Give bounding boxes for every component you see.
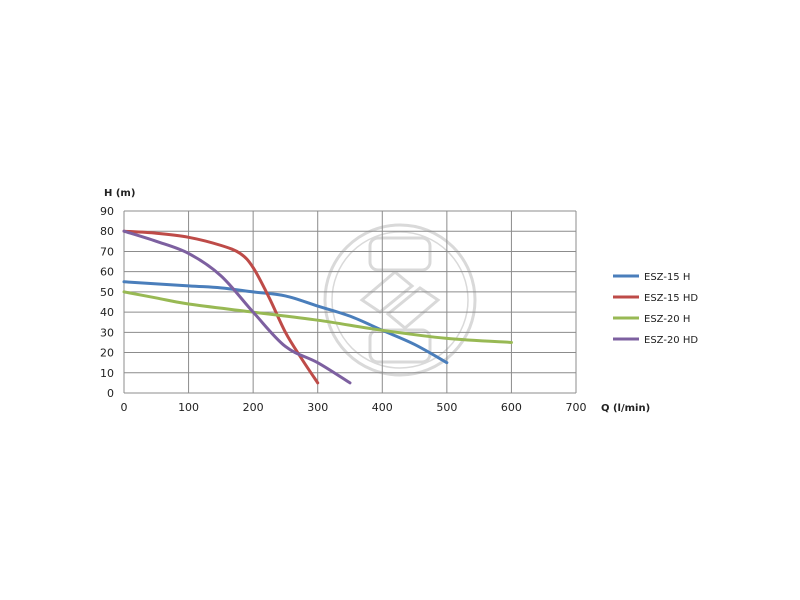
y-axis-ticks: 0 10 20 30 40 50 60 70 80 90 [100, 205, 114, 400]
x-tick-label: 200 [243, 401, 264, 414]
legend: ESZ-15 H ESZ-15 HD ESZ-20 H ESZ-20 HD [613, 272, 698, 346]
x-axis-label: Q (l/min) [601, 403, 650, 414]
x-tick-label: 700 [566, 401, 587, 414]
y-tick-label: 60 [100, 266, 114, 279]
x-tick-label: 400 [372, 401, 393, 414]
plot-grid [123, 210, 577, 394]
legend-label-esz-20-h: ESZ-20 H [644, 314, 690, 325]
y-tick-label: 80 [100, 225, 114, 238]
legend-label-esz-15-hd: ESZ-15 HD [644, 293, 698, 304]
x-tick-label: 500 [436, 401, 457, 414]
series-line-esz-20-hd [122, 229, 352, 385]
legend-label-esz-20-hd: ESZ-20 HD [644, 335, 698, 346]
y-axis-label: H (m) [104, 188, 135, 199]
series-line-esz-20-h [122, 290, 513, 344]
watermark-logo [323, 223, 477, 377]
x-tick-label: 600 [501, 401, 522, 414]
x-tick-label: 0 [121, 401, 128, 414]
y-tick-label: 90 [100, 205, 114, 218]
x-axis-ticks: 0 100 200 300 400 500 600 700 [121, 401, 587, 414]
y-tick-label: 20 [100, 347, 114, 360]
series-line-esz-15-h [122, 280, 449, 365]
y-tick-label: 40 [100, 306, 114, 319]
y-tick-label: 10 [100, 367, 114, 380]
y-tick-label: 70 [100, 245, 114, 258]
series-line-esz-15-hd [122, 229, 320, 385]
x-tick-label: 300 [307, 401, 328, 414]
y-tick-label: 0 [107, 387, 114, 400]
x-tick-label: 100 [178, 401, 199, 414]
y-tick-label: 50 [100, 286, 114, 299]
series-lines [122, 229, 513, 385]
legend-label-esz-15-h: ESZ-15 H [644, 272, 690, 283]
y-tick-label: 30 [100, 326, 114, 339]
